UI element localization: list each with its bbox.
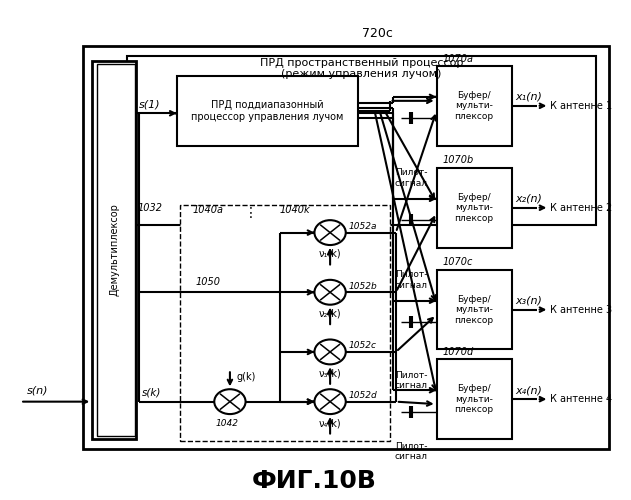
Text: ФИГ.10В: ФИГ.10В [252, 469, 377, 493]
Text: Буфер/
мульти-
плексор: Буфер/ мульти- плексор [454, 384, 493, 414]
Circle shape [314, 280, 346, 304]
Bar [437, 270, 512, 349]
Text: x₁(n): x₁(n) [515, 92, 541, 102]
Text: Пилот-
сигнал: Пилот- сигнал [395, 168, 428, 188]
Text: ν₃(k): ν₃(k) [319, 368, 341, 378]
Text: 1070b: 1070b [443, 156, 474, 166]
Text: К антенне 4: К антенне 4 [550, 394, 613, 404]
Text: x₄(n): x₄(n) [515, 385, 541, 395]
Bar [83, 46, 609, 449]
Circle shape [314, 220, 346, 245]
Text: s(k): s(k) [142, 388, 162, 398]
Text: 1052b: 1052b [349, 282, 377, 291]
Text: Пилот-
сигнал: Пилот- сигнал [395, 442, 428, 461]
Text: 1052a: 1052a [349, 222, 377, 231]
Text: ν₄(k): ν₄(k) [319, 418, 341, 428]
Text: К антенне 1: К антенне 1 [550, 101, 613, 111]
Text: 1042: 1042 [215, 418, 239, 428]
Text: Демультиплексор: Демультиплексор [109, 204, 119, 296]
Circle shape [314, 340, 346, 364]
Text: 1032: 1032 [138, 202, 163, 212]
Text: g(k): g(k) [236, 372, 256, 382]
Text: s(n): s(n) [27, 386, 48, 396]
Text: Буфер/
мульти-
плексор: Буфер/ мульти- плексор [454, 295, 493, 324]
Text: ν₂(k): ν₂(k) [319, 308, 341, 318]
Text: ПРД пространственный процессор
(режим управления лучом): ПРД пространственный процессор (режим уп… [260, 58, 463, 80]
Bar [97, 64, 135, 436]
Text: Буфер/
мульти-
плексор: Буфер/ мульти- плексор [454, 91, 493, 120]
Text: К антенне 3: К антенне 3 [550, 304, 613, 314]
Circle shape [314, 389, 346, 414]
Text: x₃(n): x₃(n) [515, 296, 541, 306]
Text: 720c: 720c [362, 27, 392, 40]
Text: Буфер/
мульти-
плексор: Буфер/ мульти- плексор [454, 193, 493, 222]
Bar [127, 56, 596, 225]
Text: К антенне 2: К антенне 2 [550, 202, 613, 212]
Text: ПРД поддиапазонный
процессор управления лучом: ПРД поддиапазонный процессор управления … [191, 100, 344, 122]
Text: 1070c: 1070c [443, 258, 473, 268]
Text: Пилот-
сигнал: Пилот- сигнал [395, 270, 428, 289]
Text: 1050: 1050 [196, 278, 220, 287]
Text: 1040a: 1040a [192, 205, 223, 215]
Text: 1070a: 1070a [443, 54, 474, 64]
Bar [437, 360, 512, 439]
Circle shape [215, 389, 245, 414]
Text: s(1): s(1) [139, 100, 161, 110]
Bar [92, 61, 136, 439]
Text: 1052d: 1052d [349, 391, 377, 400]
Bar [437, 168, 512, 248]
Bar [180, 205, 389, 442]
Text: 1040k: 1040k [280, 205, 310, 215]
Bar [437, 66, 512, 146]
Text: ⋮: ⋮ [244, 206, 257, 220]
Bar [177, 76, 358, 146]
Text: x₂(n): x₂(n) [515, 194, 541, 204]
Text: 1052c: 1052c [349, 342, 377, 350]
Text: ν₁(k): ν₁(k) [319, 249, 341, 259]
Text: Пилот-
сигнал: Пилот- сигнал [395, 371, 428, 390]
Text: 1070d: 1070d [443, 347, 474, 357]
